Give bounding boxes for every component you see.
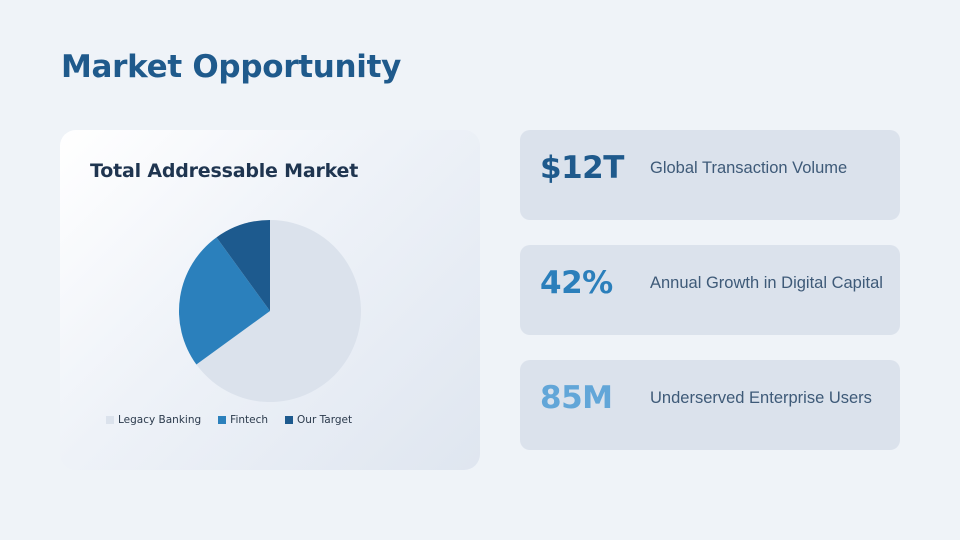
legend-swatch: [218, 416, 227, 424]
stat-label: Annual Growth in Digital Capital: [650, 274, 883, 292]
legend-item-fintech: Fintech: [218, 414, 268, 426]
stat-value: 85M: [540, 380, 613, 416]
legend-swatch: [285, 416, 294, 424]
pie-chart: [179, 220, 361, 403]
legend-label: Our Target: [297, 414, 353, 426]
stat-label: Global Transaction Volume: [650, 159, 848, 177]
chart-legend: Legacy Banking Fintech Our Target: [106, 414, 369, 426]
stat-card-annual-growth: 42% Annual Growth in Digital Capital: [520, 245, 900, 335]
stat-value: 42%: [540, 265, 613, 301]
page-title: Market Opportunity: [61, 49, 402, 85]
stat-card-transaction-volume: $12T Global Transaction Volume: [520, 130, 900, 220]
legend-item-legacy-banking: Legacy Banking: [106, 414, 201, 426]
stat-card-underserved-users: 85M Underserved Enterprise Users: [520, 360, 900, 450]
stat-label: Underserved Enterprise Users: [650, 389, 872, 407]
chart-title: Total Addressable Market: [90, 160, 359, 182]
pie-slice-our-target: [216, 220, 270, 311]
pie-slice-fintech: [179, 237, 270, 365]
legend-label: Fintech: [230, 414, 269, 426]
chart-card: Total Addressable Market Legacy Banking …: [60, 130, 480, 470]
legend-swatch: [106, 416, 114, 424]
legend-item-our-target: Our Target: [285, 414, 352, 426]
stat-value: $12T: [540, 150, 624, 186]
legend-label: Legacy Banking: [118, 414, 202, 426]
pie-slice-legacy-banking: [196, 220, 361, 403]
